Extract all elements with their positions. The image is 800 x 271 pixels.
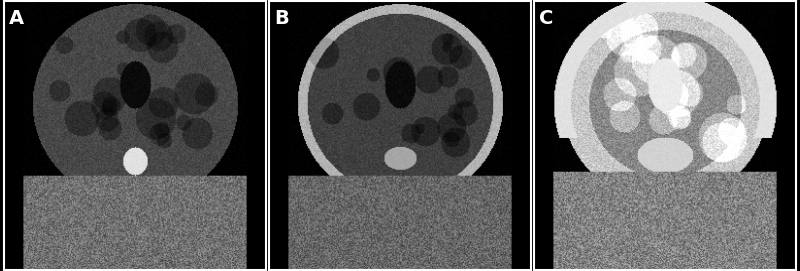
Text: C: C (539, 9, 554, 28)
Text: A: A (10, 9, 24, 28)
Text: B: B (274, 9, 289, 28)
